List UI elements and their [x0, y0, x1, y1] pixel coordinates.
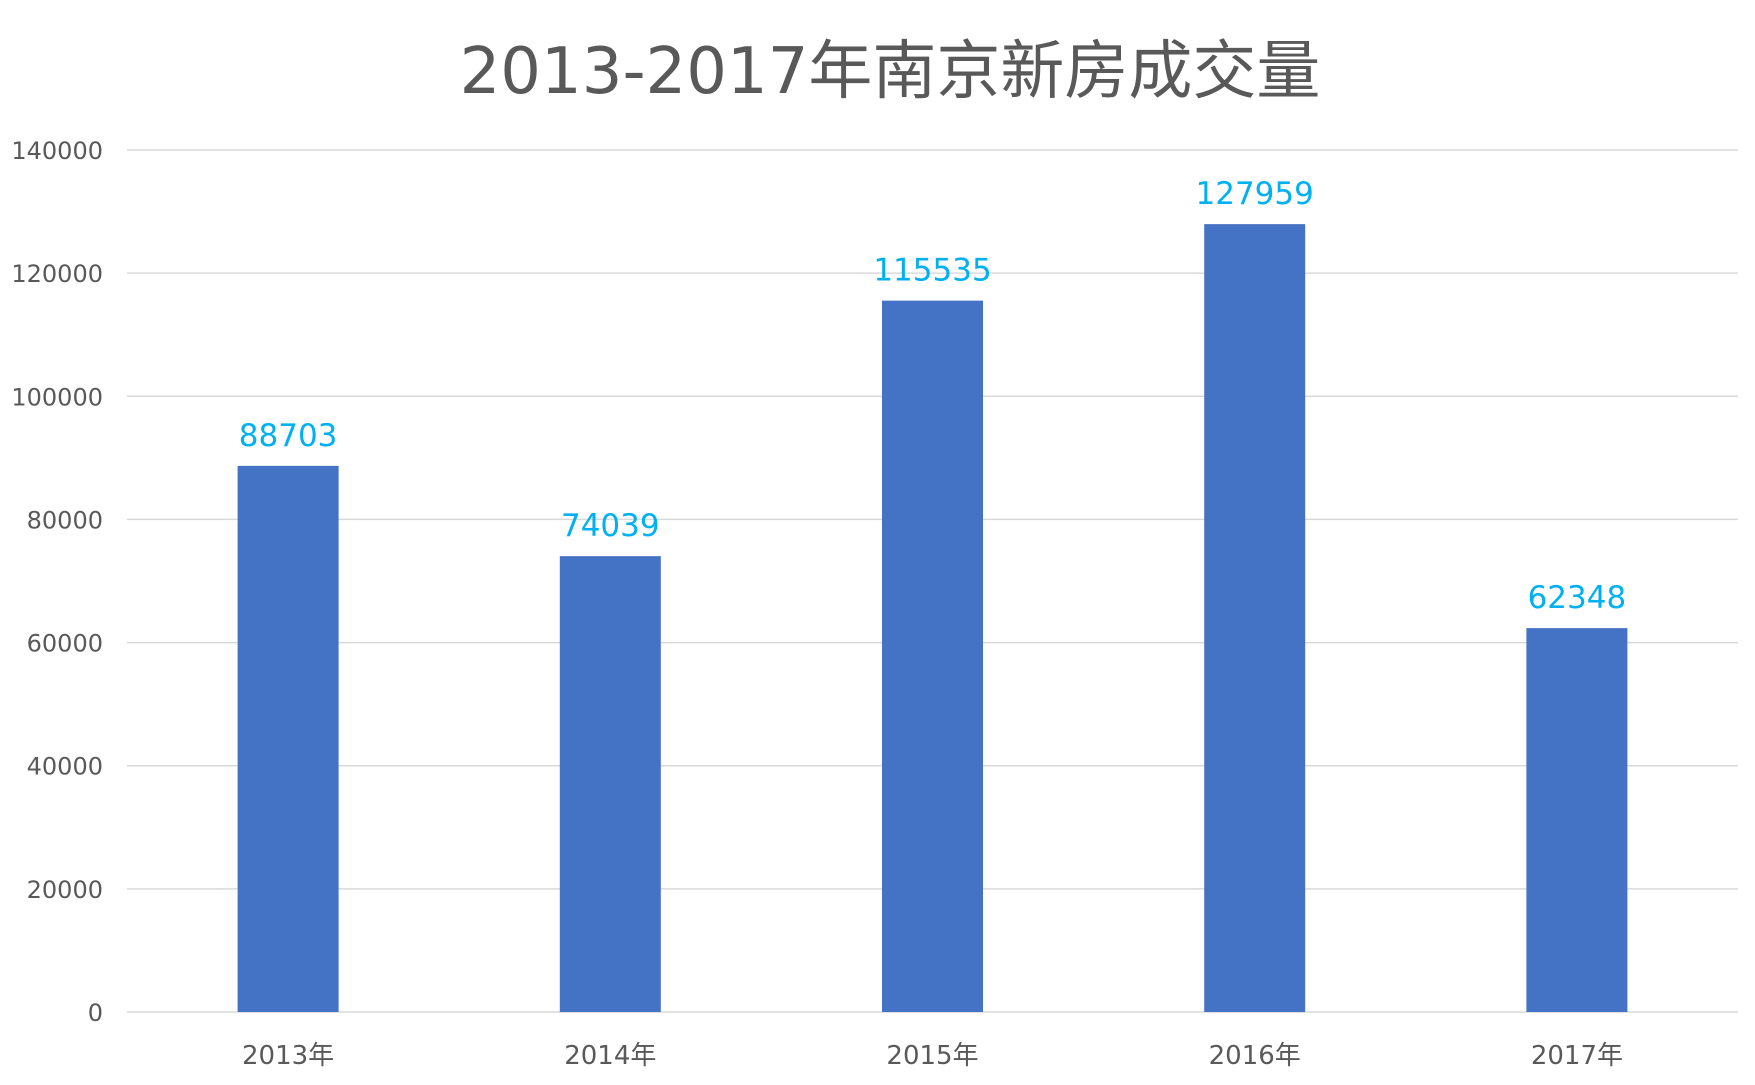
x-axis-ticks: 2013年 2014年 2015年 2016年 2017年	[242, 1041, 1623, 1071]
bar-2016年	[1204, 224, 1306, 1012]
y-tick-label: 0	[88, 999, 103, 1027]
y-axis-ticks: 0 20000 40000 60000 80000 100000 120000 140000	[11, 137, 103, 1027]
x-tick-label: 2016年	[1209, 1041, 1301, 1071]
x-tick-label: 2017年	[1531, 1041, 1623, 1071]
data-label: 88703	[239, 418, 338, 454]
bars	[237, 224, 1628, 1012]
x-tick-label: 2015年	[886, 1041, 978, 1071]
bar-2017年	[1526, 628, 1628, 1012]
data-label: 74039	[561, 508, 660, 544]
data-label: 127959	[1196, 176, 1314, 212]
x-tick-label: 2013年	[242, 1041, 334, 1071]
x-tick-label: 2014年	[564, 1041, 656, 1071]
y-tick-label: 100000	[11, 383, 103, 411]
y-tick-label: 80000	[27, 506, 103, 534]
y-tick-label: 120000	[11, 260, 103, 288]
y-tick-label: 60000	[27, 630, 103, 658]
chart-title: 2013-2017年南京新房成交量	[460, 35, 1321, 109]
data-label: 115535	[873, 253, 991, 289]
y-tick-label: 40000	[27, 753, 103, 781]
bar-2014年	[559, 556, 661, 1012]
data-labels: 88703 74039 115535 127959 62348	[239, 176, 1626, 616]
bar-2015年	[882, 300, 983, 1012]
y-tick-label: 20000	[27, 876, 103, 904]
y-tick-label: 140000	[11, 137, 103, 165]
bar-2013年	[237, 465, 339, 1012]
data-label: 62348	[1528, 580, 1627, 616]
